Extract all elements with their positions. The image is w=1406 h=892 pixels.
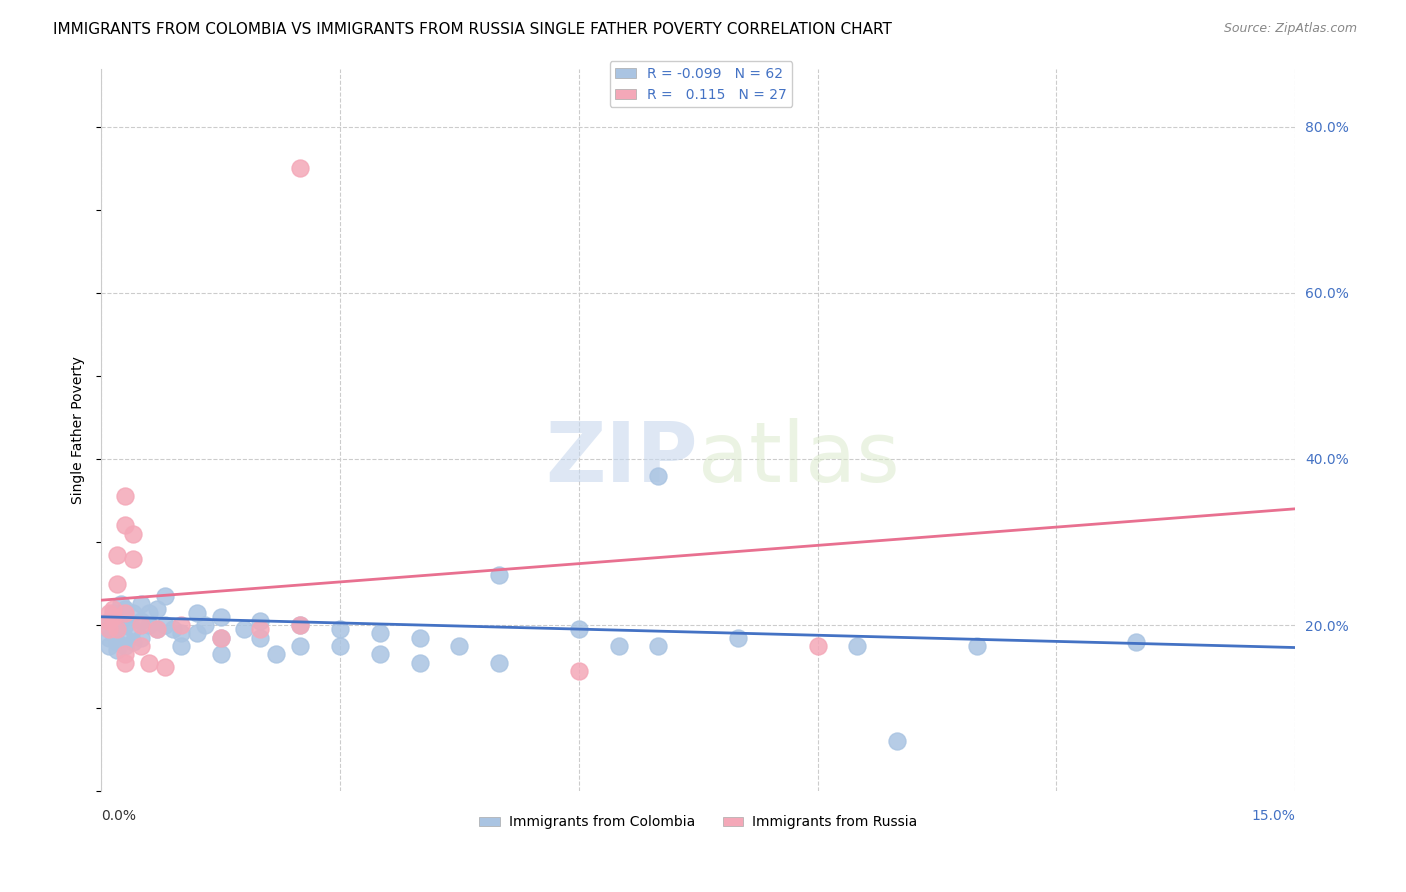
Point	[170, 626, 193, 640]
Point	[233, 622, 256, 636]
Point	[186, 606, 208, 620]
Point	[290, 639, 312, 653]
Point	[607, 639, 630, 653]
Point	[249, 631, 271, 645]
Point	[114, 606, 136, 620]
Point	[114, 518, 136, 533]
Point	[249, 614, 271, 628]
Point	[886, 734, 908, 748]
Point	[170, 639, 193, 653]
Y-axis label: Single Father Poverty: Single Father Poverty	[72, 356, 86, 504]
Point	[101, 606, 124, 620]
Point	[162, 622, 184, 636]
Point	[1125, 634, 1147, 648]
Point	[105, 643, 128, 657]
Point	[98, 622, 121, 636]
Point	[105, 609, 128, 624]
Point	[122, 622, 145, 636]
Point	[114, 618, 136, 632]
Point	[368, 647, 391, 661]
Text: ZIP: ZIP	[546, 418, 699, 500]
Point	[129, 618, 152, 632]
Point	[966, 639, 988, 653]
Point	[122, 634, 145, 648]
Point	[101, 601, 124, 615]
Point	[266, 647, 288, 661]
Point	[101, 626, 124, 640]
Point	[129, 639, 152, 653]
Text: Source: ZipAtlas.com: Source: ZipAtlas.com	[1223, 22, 1357, 36]
Point	[98, 631, 121, 645]
Point	[146, 622, 169, 636]
Point	[290, 618, 312, 632]
Point	[249, 622, 271, 636]
Point	[105, 576, 128, 591]
Point	[329, 639, 352, 653]
Point	[105, 622, 128, 636]
Point	[186, 626, 208, 640]
Point	[368, 626, 391, 640]
Point	[114, 647, 136, 661]
Point	[114, 639, 136, 653]
Text: 15.0%: 15.0%	[1251, 809, 1295, 823]
Point	[122, 526, 145, 541]
Point	[488, 656, 510, 670]
Point	[647, 468, 669, 483]
Point	[110, 598, 132, 612]
Point	[98, 639, 121, 653]
Text: 0.0%: 0.0%	[101, 809, 136, 823]
Point	[727, 631, 749, 645]
Point	[114, 631, 136, 645]
Point	[105, 622, 128, 636]
Point	[807, 639, 830, 653]
Point	[129, 614, 152, 628]
Text: IMMIGRANTS FROM COLOMBIA VS IMMIGRANTS FROM RUSSIA SINGLE FATHER POVERTY CORRELA: IMMIGRANTS FROM COLOMBIA VS IMMIGRANTS F…	[53, 22, 893, 37]
Point	[101, 618, 124, 632]
Point	[209, 631, 232, 645]
Point	[98, 622, 121, 636]
Point	[153, 589, 176, 603]
Point	[146, 622, 169, 636]
Point	[209, 631, 232, 645]
Legend: Immigrants from Colombia, Immigrants from Russia: Immigrants from Colombia, Immigrants fro…	[474, 810, 922, 835]
Point	[568, 622, 591, 636]
Point	[568, 664, 591, 678]
Point	[122, 606, 145, 620]
Point	[408, 631, 430, 645]
Point	[110, 614, 132, 628]
Text: atlas: atlas	[699, 418, 900, 500]
Point	[146, 601, 169, 615]
Point	[209, 647, 232, 661]
Point	[153, 618, 176, 632]
Point	[105, 634, 128, 648]
Point	[122, 551, 145, 566]
Point	[105, 548, 128, 562]
Point	[449, 639, 471, 653]
Point	[98, 606, 121, 620]
Point	[114, 489, 136, 503]
Point	[153, 659, 176, 673]
Point	[194, 618, 217, 632]
Point	[290, 618, 312, 632]
Point	[138, 618, 160, 632]
Point	[129, 631, 152, 645]
Point	[846, 639, 869, 653]
Point	[114, 601, 136, 615]
Point	[98, 614, 121, 628]
Point	[329, 622, 352, 636]
Point	[209, 609, 232, 624]
Point	[290, 161, 312, 176]
Point	[101, 609, 124, 624]
Point	[129, 598, 152, 612]
Point	[138, 656, 160, 670]
Point	[114, 656, 136, 670]
Point	[98, 614, 121, 628]
Point	[170, 618, 193, 632]
Point	[408, 656, 430, 670]
Point	[488, 568, 510, 582]
Point	[138, 606, 160, 620]
Point	[647, 639, 669, 653]
